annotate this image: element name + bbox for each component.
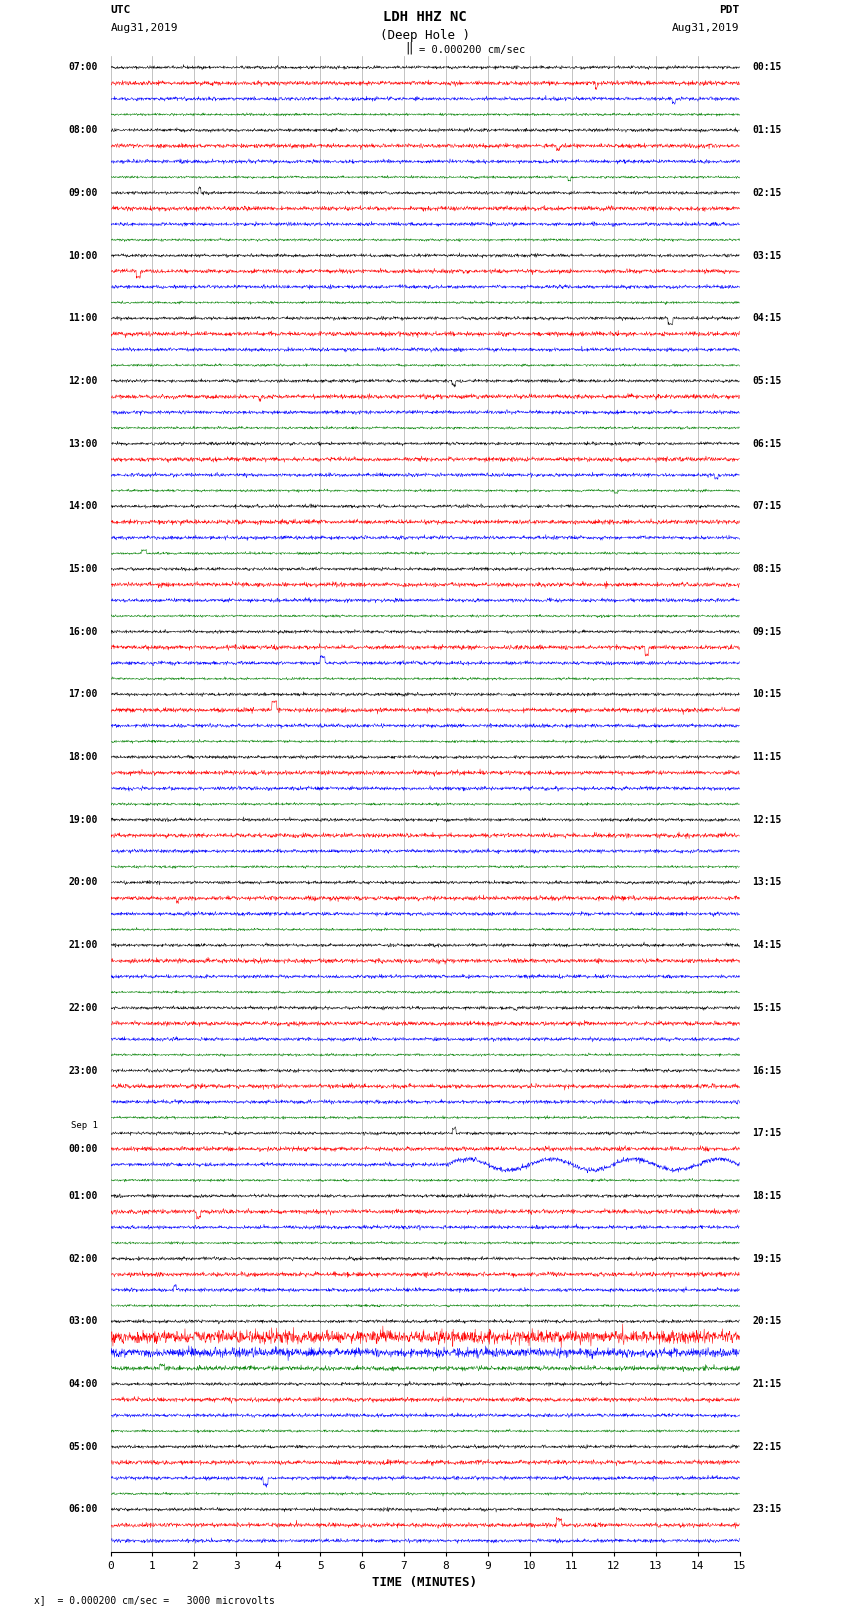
Text: 04:00: 04:00 [69,1379,98,1389]
Text: 07:15: 07:15 [752,502,781,511]
Text: 01:15: 01:15 [752,126,781,135]
Text: 00:00: 00:00 [69,1144,98,1153]
Text: 09:00: 09:00 [69,187,98,198]
Text: 12:00: 12:00 [69,376,98,386]
Text: 06:00: 06:00 [69,1505,98,1515]
Text: 08:00: 08:00 [69,126,98,135]
Text: x]  = 0.000200 cm/sec =   3000 microvolts: x] = 0.000200 cm/sec = 3000 microvolts [34,1595,275,1605]
Text: 02:00: 02:00 [69,1253,98,1263]
Text: 01:00: 01:00 [69,1190,98,1202]
Text: Aug31,2019: Aug31,2019 [110,23,178,32]
Text: 18:15: 18:15 [752,1190,781,1202]
Text: 13:15: 13:15 [752,877,781,887]
Text: 07:00: 07:00 [69,63,98,73]
Text: (Deep Hole ): (Deep Hole ) [380,29,470,42]
Text: PDT: PDT [719,5,740,15]
Text: 20:00: 20:00 [69,877,98,887]
Text: 11:15: 11:15 [752,752,781,761]
Text: 05:15: 05:15 [752,376,781,386]
Text: 21:15: 21:15 [752,1379,781,1389]
Text: 15:15: 15:15 [752,1003,781,1013]
Text: 17:00: 17:00 [69,689,98,700]
Text: 16:15: 16:15 [752,1066,781,1076]
Text: 03:15: 03:15 [752,250,781,261]
Text: 12:15: 12:15 [752,815,781,824]
Text: 22:00: 22:00 [69,1003,98,1013]
Text: 02:15: 02:15 [752,187,781,198]
Text: 22:15: 22:15 [752,1442,781,1452]
Text: 05:00: 05:00 [69,1442,98,1452]
Text: 10:15: 10:15 [752,689,781,700]
Text: 00:15: 00:15 [752,63,781,73]
Text: 17:15: 17:15 [752,1127,781,1139]
Text: 04:15: 04:15 [752,313,781,323]
Text: 15:00: 15:00 [69,565,98,574]
Text: 20:15: 20:15 [752,1316,781,1326]
Text: = 0.000200 cm/sec: = 0.000200 cm/sec [419,45,525,55]
Text: 08:15: 08:15 [752,565,781,574]
Text: 09:15: 09:15 [752,627,781,637]
Text: 16:00: 16:00 [69,627,98,637]
X-axis label: TIME (MINUTES): TIME (MINUTES) [372,1576,478,1589]
Text: 14:15: 14:15 [752,940,781,950]
Text: 23:15: 23:15 [752,1505,781,1515]
Text: 21:00: 21:00 [69,940,98,950]
Text: 19:00: 19:00 [69,815,98,824]
Text: Aug31,2019: Aug31,2019 [672,23,740,32]
Text: 11:00: 11:00 [69,313,98,323]
Text: 23:00: 23:00 [69,1066,98,1076]
Text: 13:00: 13:00 [69,439,98,448]
Text: 19:15: 19:15 [752,1253,781,1263]
Text: Sep 1: Sep 1 [71,1121,98,1129]
Text: ‖: ‖ [405,42,412,55]
Text: 18:00: 18:00 [69,752,98,761]
Text: 14:00: 14:00 [69,502,98,511]
Text: 10:00: 10:00 [69,250,98,261]
Text: 03:00: 03:00 [69,1316,98,1326]
Text: 06:15: 06:15 [752,439,781,448]
Text: UTC: UTC [110,5,131,15]
Text: LDH HHZ NC: LDH HHZ NC [383,10,467,24]
